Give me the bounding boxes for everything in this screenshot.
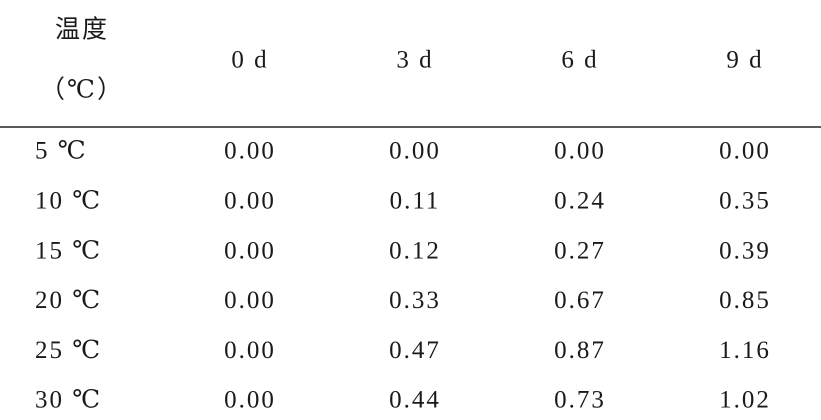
cell: 0.67 <box>554 287 606 314</box>
cell: 0.27 <box>554 237 606 264</box>
cell: 0.12 <box>389 237 441 264</box>
column-header: 9 d <box>726 47 763 74</box>
column-header: 0 d <box>231 47 268 74</box>
cell: 0.00 <box>224 387 276 414</box>
cell: 0.00 <box>224 138 276 165</box>
cell: 0.44 <box>389 387 441 414</box>
row-label: 10 ℃ <box>35 188 102 215</box>
row-label: 20 ℃ <box>35 287 102 314</box>
column-header: 3 d <box>396 47 433 74</box>
cell: 0.73 <box>554 387 606 414</box>
cell: 0.33 <box>389 287 441 314</box>
cell: 0.00 <box>389 138 441 165</box>
cell: 0.87 <box>554 337 606 364</box>
cell: 1.16 <box>719 337 771 364</box>
cell: 0.47 <box>389 337 441 364</box>
column-header: 6 d <box>561 47 598 74</box>
cell: 0.00 <box>554 138 606 165</box>
header-unit: （℃） <box>40 76 124 104</box>
cell: 0.00 <box>719 138 771 165</box>
cell: 0.00 <box>224 188 276 215</box>
cell: 1.02 <box>719 387 771 414</box>
cell: 0.35 <box>719 188 771 215</box>
header-label: 温度 <box>55 16 109 44</box>
cell: 0.00 <box>224 237 276 264</box>
row-label: 25 ℃ <box>35 337 102 364</box>
row-label: 30 ℃ <box>35 387 102 414</box>
row-label: 15 ℃ <box>35 237 102 264</box>
cell: 0.00 <box>224 287 276 314</box>
cell: 0.11 <box>390 188 441 215</box>
row-label: 5 ℃ <box>35 138 88 165</box>
cell: 0.39 <box>719 237 771 264</box>
cell: 0.24 <box>554 188 606 215</box>
cell: 0.85 <box>719 287 771 314</box>
cell: 0.00 <box>224 337 276 364</box>
